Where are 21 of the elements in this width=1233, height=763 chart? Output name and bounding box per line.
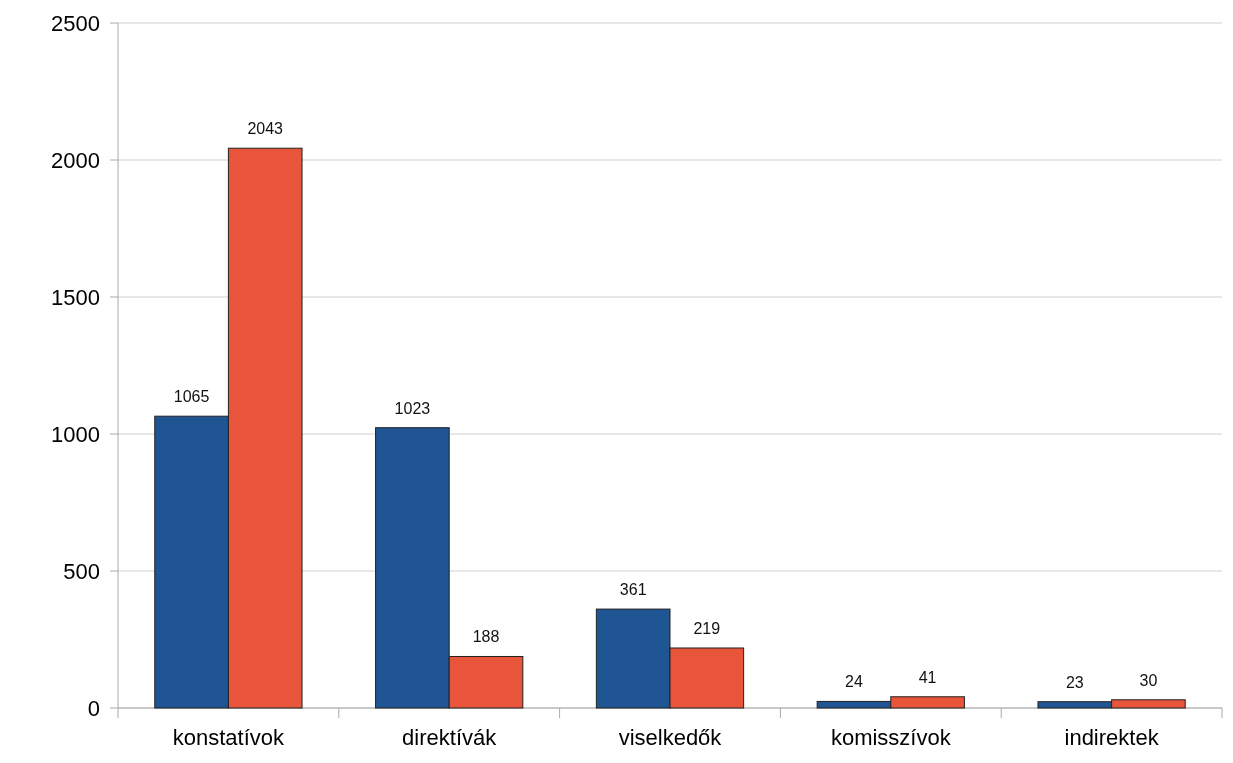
data-label: 1065	[173, 388, 210, 406]
data-label: 2043	[247, 120, 284, 138]
y-tick-label: 1000	[51, 421, 100, 447]
data-label: 41	[918, 668, 937, 686]
y-tick-label: 1500	[51, 284, 100, 310]
x-tick-label: komisszívok	[830, 725, 952, 750]
data-label: 1023	[394, 399, 431, 417]
data-label: 30	[1139, 671, 1158, 689]
data-label: 219	[693, 619, 721, 637]
data-label: 24	[845, 673, 863, 691]
y-tick-label: 2000	[51, 147, 100, 173]
x-tick-label: konstatívok	[172, 725, 286, 750]
y-tick-label: 2500	[51, 10, 100, 36]
x-tick-label: direktívák	[402, 725, 498, 750]
x-tick-label: viselkedők	[618, 725, 723, 750]
data-label: 361	[619, 581, 647, 599]
y-tick-label: 500	[63, 558, 100, 584]
data-label: 23	[1065, 673, 1084, 691]
y-tick-label: 0	[87, 695, 100, 721]
x-tick-label: indirektek	[1064, 725, 1160, 750]
data-label: 188	[472, 628, 500, 646]
